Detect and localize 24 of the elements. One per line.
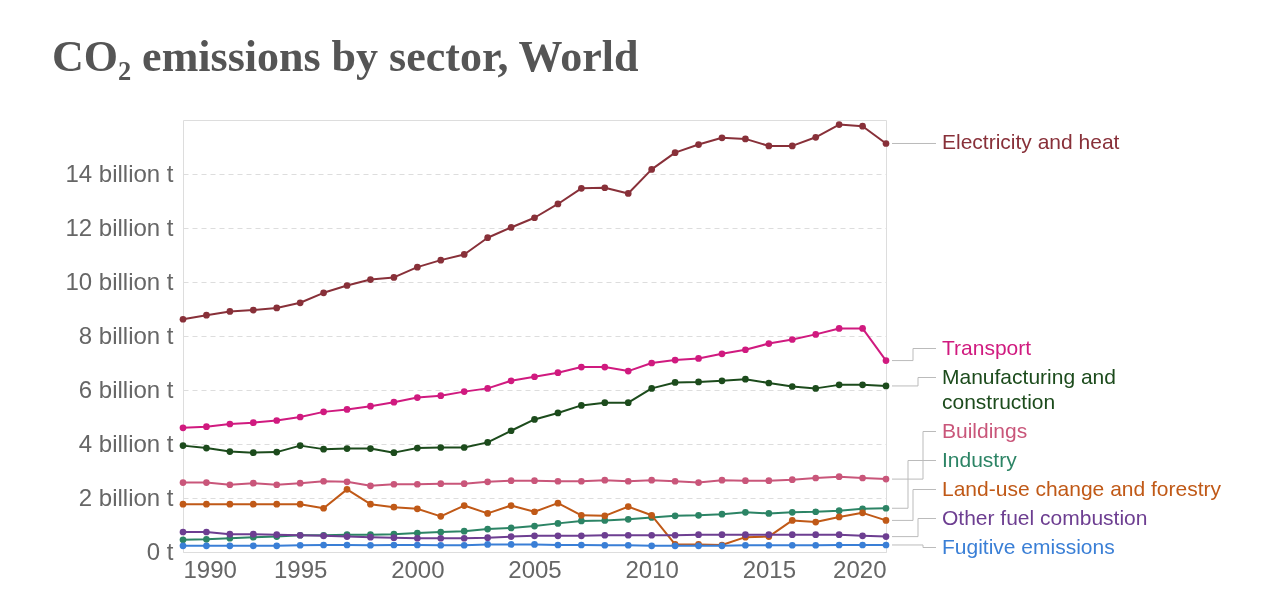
x-tick-label: 2020	[833, 555, 887, 583]
text: Manufacturing and construction	[942, 364, 1116, 413]
x-tick-label: 1990	[183, 555, 237, 583]
text: Transport	[942, 335, 1032, 359]
x-tick-label: 1995	[273, 555, 328, 583]
y-tick-label: 6 billion t	[78, 375, 174, 403]
text: Land-use change and forestry	[942, 476, 1222, 500]
y-tick-label: 14 billion t	[65, 159, 174, 187]
x-tick-label: 2000	[391, 555, 445, 583]
y-tick-label: 12 billion t	[65, 213, 174, 241]
y-tick-label: 2 billion t	[78, 483, 174, 511]
y-tick-label: 0 t	[146, 537, 174, 565]
text: Other fuel combustion	[942, 505, 1148, 529]
chart-title: CO₂ emissions by sector, World	[51, 32, 639, 81]
text: Electricity and heat	[942, 130, 1120, 154]
y-tick-label: 8 billion t	[78, 321, 174, 349]
y-tick-label: 4 billion t	[78, 429, 174, 457]
x-tick-label: 2005	[508, 555, 562, 583]
y-tick-label: 10 billion t	[65, 267, 174, 295]
x-tick-label: 2010	[625, 555, 679, 583]
x-tick-label: 2015	[742, 555, 797, 583]
text: Buildings	[942, 418, 1028, 442]
text: Industry	[942, 447, 1018, 471]
text: Fugitive emissions	[942, 534, 1115, 558]
